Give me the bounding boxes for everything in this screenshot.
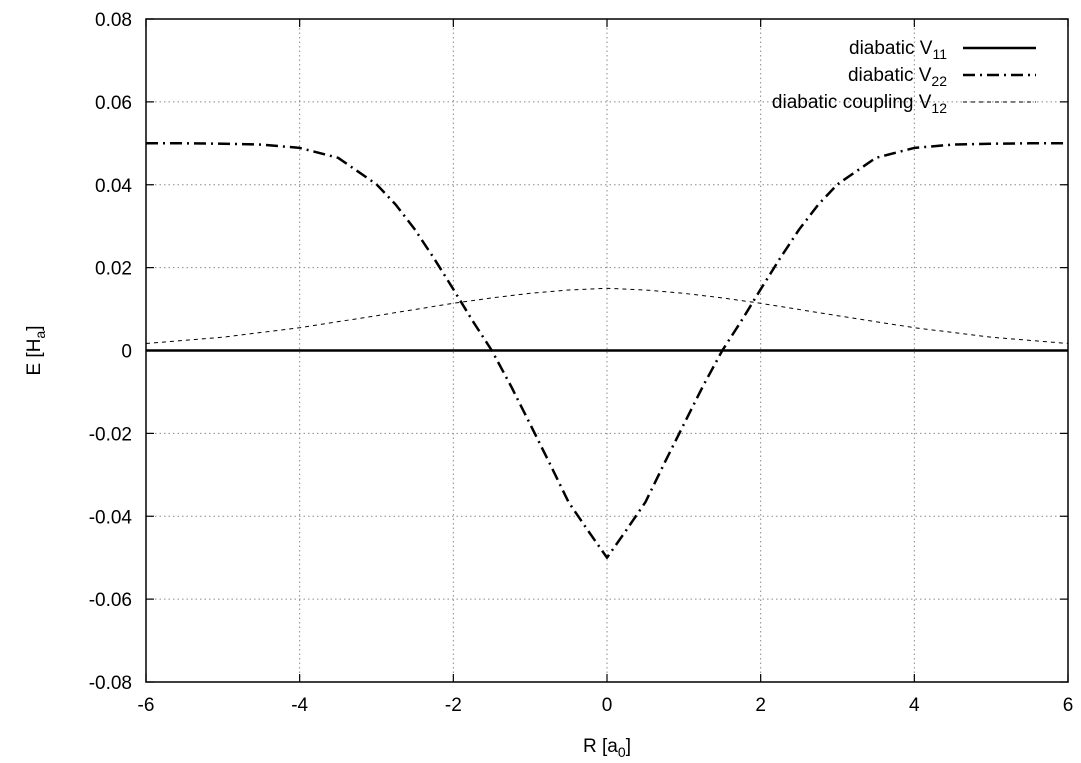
legend-label-v11: diabatic V11 bbox=[849, 38, 947, 62]
legend-label-v12: diabatic coupling V12 bbox=[772, 92, 947, 116]
x-tick-label: -4 bbox=[291, 695, 308, 716]
legend-entry-v22: diabatic V22 bbox=[848, 65, 1036, 89]
series-line-v22 bbox=[146, 142, 1068, 559]
y-axis-label: E [Ha] bbox=[24, 325, 48, 375]
y-tick-label: 0.08 bbox=[95, 10, 132, 31]
x-tick-label: 0 bbox=[602, 695, 613, 716]
y-tick-label: -0.06 bbox=[89, 590, 132, 611]
x-tick-label: 6 bbox=[1063, 695, 1074, 716]
legend: diabatic V11 diabatic V22 diabatic coupl… bbox=[772, 38, 1036, 116]
legend-entry-v11: diabatic V11 bbox=[849, 38, 1036, 62]
y-tick-label: -0.04 bbox=[89, 507, 133, 528]
x-tick-label: 4 bbox=[909, 695, 920, 716]
y-tick-label: -0.02 bbox=[89, 424, 132, 445]
x-axis-label: R [a0] bbox=[583, 736, 631, 760]
legend-label-v22: diabatic V22 bbox=[848, 65, 947, 89]
y-tick-label: 0.04 bbox=[95, 176, 132, 197]
y-tick-label: 0.06 bbox=[95, 93, 132, 114]
tick-layer: -6 -4 -2 0 2 4 6 -0.08 -0.06 -0.04 -0.02 0 0.02 0.04 0… bbox=[89, 10, 1074, 716]
series-line-v12 bbox=[145, 287, 1069, 344]
y-tick-label: 0.02 bbox=[95, 259, 132, 280]
x-tick-label: 2 bbox=[755, 695, 766, 716]
x-tick-label: -6 bbox=[138, 695, 155, 716]
y-tick-label: -0.08 bbox=[89, 673, 132, 694]
y-tick-label: 0 bbox=[121, 342, 132, 363]
legend-entry-v12: diabatic coupling V12 bbox=[772, 92, 1036, 116]
series-layer bbox=[145, 142, 1069, 559]
x-tick-label: -2 bbox=[445, 695, 462, 716]
